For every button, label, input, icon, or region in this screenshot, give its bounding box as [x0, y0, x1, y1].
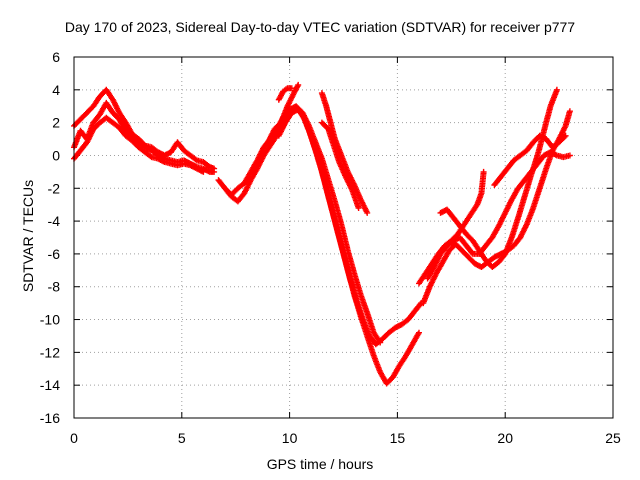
y-tick-label: 0 — [52, 147, 60, 163]
x-tick-label: 5 — [178, 430, 186, 446]
y-tick-label: -12 — [40, 344, 60, 360]
data-point — [562, 132, 569, 139]
data-point — [364, 209, 371, 216]
data-point — [566, 108, 573, 115]
data-point — [416, 329, 422, 336]
data-point — [417, 301, 424, 308]
y-tick-label: -4 — [48, 213, 61, 229]
y-axis-label: SDTVAR / TECUs — [20, 179, 36, 293]
axis-ticks: 0 5 10 15 20 25 -16 -14 -12 -10 -8 -6 -4 -2 0 2 4 6 — [40, 49, 621, 446]
x-tick-label: 15 — [390, 430, 406, 446]
y-tick-label: -2 — [48, 180, 61, 196]
y-tick-label: -14 — [40, 377, 60, 393]
x-tick-label: 20 — [497, 430, 513, 446]
data-points — [71, 81, 573, 387]
x-tick-label: 25 — [605, 430, 621, 446]
data-point — [566, 152, 573, 159]
y-tick-label: 6 — [52, 49, 60, 65]
y-tick-label: -16 — [40, 410, 60, 426]
y-tick-label: -6 — [48, 246, 61, 262]
data-point — [480, 168, 487, 175]
x-tick-label: 0 — [70, 430, 78, 446]
chart-title: Day 170 of 2023, Sidereal Day-to-day VTE… — [64, 19, 576, 35]
y-tick-label: 2 — [52, 115, 60, 131]
y-tick-label: -10 — [40, 312, 60, 328]
data-point — [295, 81, 302, 88]
data-point — [200, 168, 207, 175]
data-point — [418, 300, 425, 307]
data-point — [355, 205, 362, 211]
data-point — [288, 85, 295, 92]
y-tick-label: -8 — [48, 279, 61, 295]
data-point — [377, 339, 384, 346]
y-tick-label: 4 — [52, 82, 60, 98]
grid-lines — [74, 57, 613, 418]
data-point — [211, 165, 218, 172]
data-point — [553, 86, 560, 93]
x-tick-label: 10 — [282, 430, 298, 446]
plot-frame — [73, 56, 614, 419]
x-axis-label: GPS time / hours — [266, 456, 374, 472]
data-point — [561, 133, 568, 140]
